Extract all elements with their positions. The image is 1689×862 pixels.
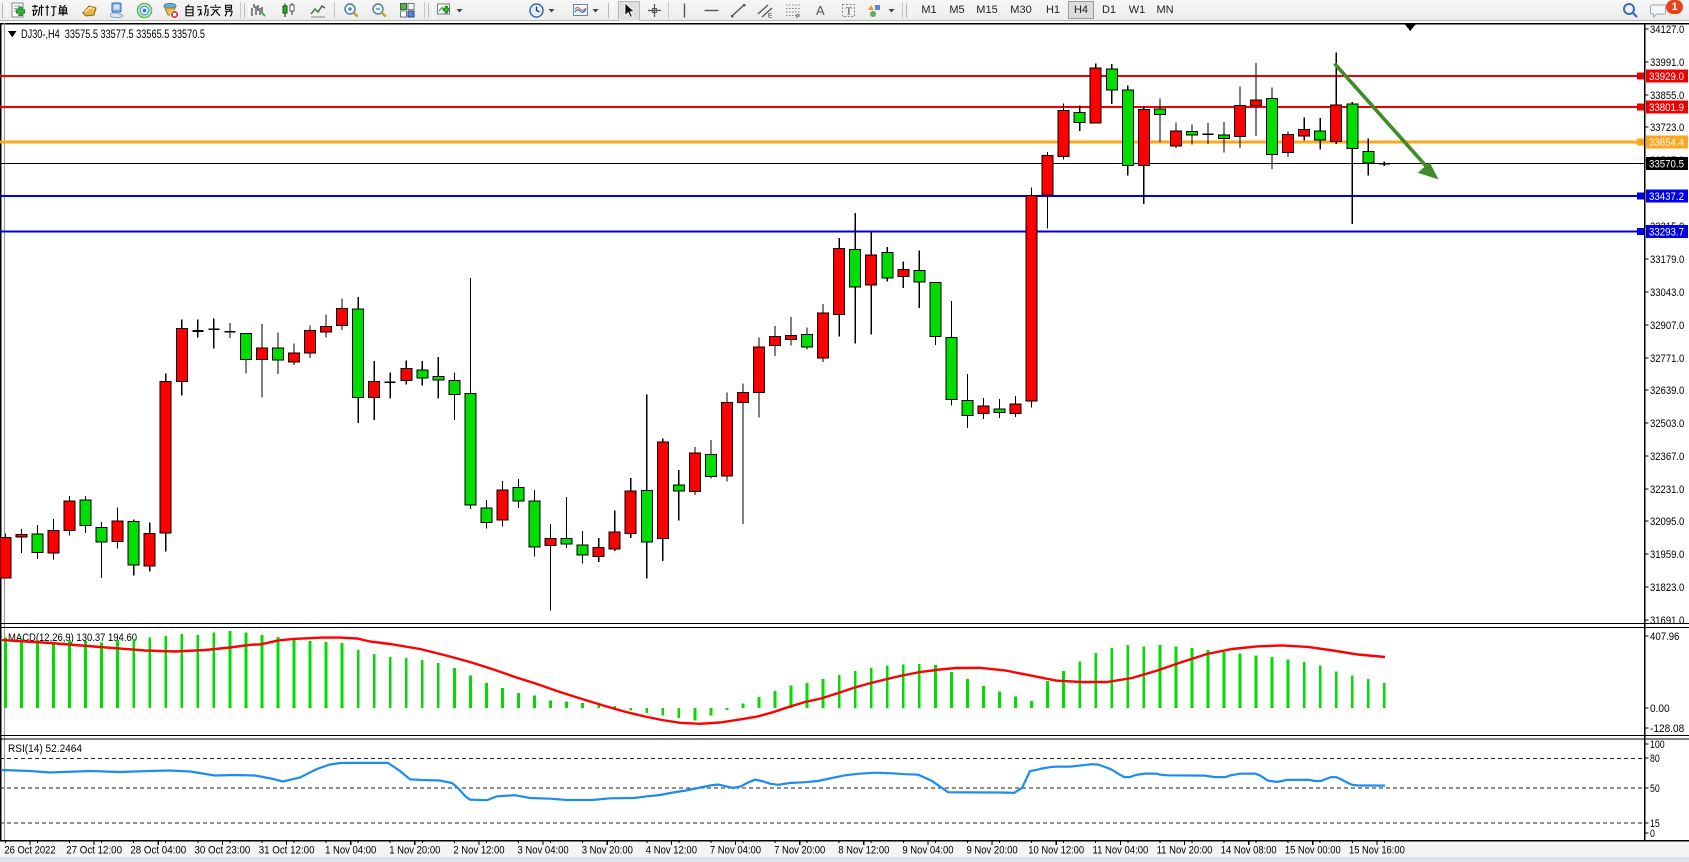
svg-text:2 Nov 12:00: 2 Nov 12:00 xyxy=(453,845,504,857)
svg-text:32095.0: 32095.0 xyxy=(1650,516,1684,528)
svg-text:28 Oct 04:00: 28 Oct 04:00 xyxy=(130,845,186,857)
svg-text:33570.5: 33570.5 xyxy=(1649,158,1684,170)
svg-text:7 Nov 04:00: 7 Nov 04:00 xyxy=(710,845,761,857)
svg-text:DJ30-,H4 33575.5 33577.5 3356: DJ30-,H4 33575.5 33577.5 33565.5 33570.5 xyxy=(21,27,205,41)
svg-text:100: 100 xyxy=(1650,739,1665,751)
svg-text:11 Nov 20:00: 11 Nov 20:00 xyxy=(1157,845,1213,857)
svg-text:1 Nov 20:00: 1 Nov 20:00 xyxy=(389,845,440,857)
svg-text:3 Nov 20:00: 3 Nov 20:00 xyxy=(582,845,633,857)
svg-text:33855.0: 33855.0 xyxy=(1650,90,1684,102)
svg-text:33179.0: 33179.0 xyxy=(1650,254,1684,266)
svg-text:34127.0: 34127.0 xyxy=(1650,24,1684,36)
svg-text:33723.0: 33723.0 xyxy=(1650,122,1684,134)
svg-text:33437.2: 33437.2 xyxy=(1649,191,1684,203)
svg-text:9 Nov 20:00: 9 Nov 20:00 xyxy=(967,845,1018,857)
svg-text:33043.0: 33043.0 xyxy=(1650,287,1684,299)
svg-text:32771.0: 32771.0 xyxy=(1650,353,1684,365)
svg-text:33293.7: 33293.7 xyxy=(1649,226,1684,238)
svg-text:33654.4: 33654.4 xyxy=(1649,137,1684,149)
svg-text:26 Oct 2022: 26 Oct 2022 xyxy=(4,845,55,857)
svg-text:T: T xyxy=(846,6,853,18)
svg-text:15: 15 xyxy=(1650,818,1660,830)
svg-text:32231.0: 32231.0 xyxy=(1650,484,1684,496)
svg-text:RSI(14) 52.2464: RSI(14) 52.2464 xyxy=(8,743,82,755)
svg-text:15 Nov 00:00: 15 Nov 00:00 xyxy=(1285,845,1341,857)
svg-text:32503.0: 32503.0 xyxy=(1650,418,1684,430)
svg-text:E: E xyxy=(768,13,773,20)
svg-text:27 Oct 12:00: 27 Oct 12:00 xyxy=(66,845,122,857)
svg-text:A: A xyxy=(816,3,825,18)
svg-text:MACD(12,26,9) 130.37 194.60: MACD(12,26,9) 130.37 194.60 xyxy=(8,632,137,644)
svg-text:10 Nov 12:00: 10 Nov 12:00 xyxy=(1028,845,1084,857)
svg-text:15 Nov 16:00: 15 Nov 16:00 xyxy=(1349,845,1405,857)
svg-text:30 Oct 23:00: 30 Oct 23:00 xyxy=(195,845,251,857)
svg-text:3 Nov 04:00: 3 Nov 04:00 xyxy=(518,845,569,857)
svg-text:407.96: 407.96 xyxy=(1650,631,1679,643)
svg-text:7 Nov 20:00: 7 Nov 20:00 xyxy=(774,845,825,857)
svg-text:50: 50 xyxy=(1650,783,1660,795)
svg-text:32907.0: 32907.0 xyxy=(1650,320,1684,332)
svg-text:31 Oct 12:00: 31 Oct 12:00 xyxy=(259,845,315,857)
svg-text:0.00: 0.00 xyxy=(1650,703,1670,715)
svg-text:33991.0: 33991.0 xyxy=(1650,57,1684,69)
svg-text:8 Nov 12:00: 8 Nov 12:00 xyxy=(838,845,889,857)
svg-text:31691.0: 31691.0 xyxy=(1650,615,1684,627)
svg-text:-128.08: -128.08 xyxy=(1650,723,1684,735)
svg-text:33801.9: 33801.9 xyxy=(1649,102,1684,114)
svg-text:0: 0 xyxy=(1650,828,1655,840)
svg-text:4 Nov 12:00: 4 Nov 12:00 xyxy=(646,845,697,857)
svg-text:F: F xyxy=(796,14,800,20)
svg-text:33929.0: 33929.0 xyxy=(1649,71,1684,83)
svg-text:80: 80 xyxy=(1650,753,1660,765)
svg-text:32367.0: 32367.0 xyxy=(1650,451,1684,463)
svg-text:31959.0: 31959.0 xyxy=(1650,549,1684,561)
svg-text:9 Nov 04:00: 9 Nov 04:00 xyxy=(902,845,953,857)
svg-text:14 Nov 08:00: 14 Nov 08:00 xyxy=(1221,845,1277,857)
svg-text:11 Nov 04:00: 11 Nov 04:00 xyxy=(1093,845,1149,857)
svg-text:31823.0: 31823.0 xyxy=(1650,582,1684,594)
svg-text:32639.0: 32639.0 xyxy=(1650,385,1684,397)
svg-text:1 Nov 04:00: 1 Nov 04:00 xyxy=(325,845,376,857)
